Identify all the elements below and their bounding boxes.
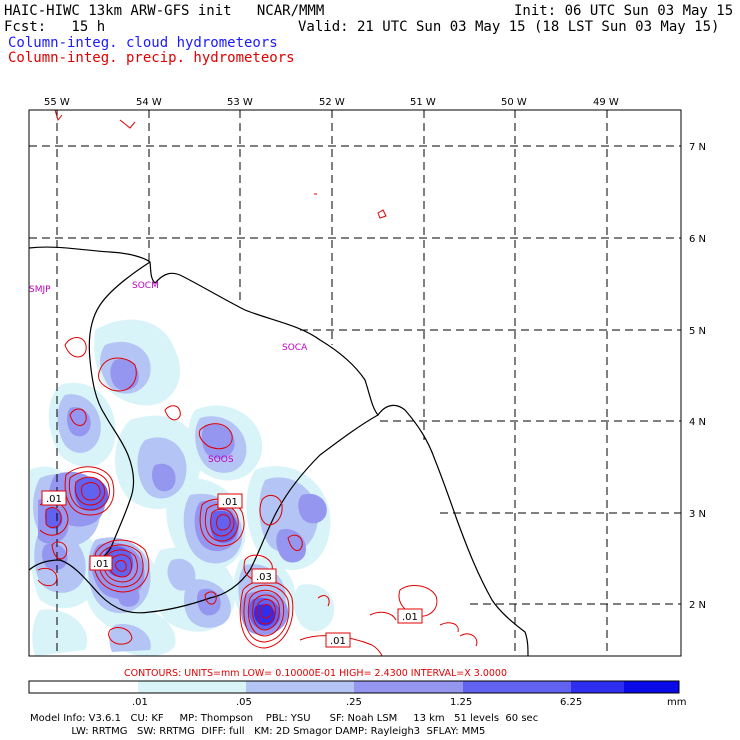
lon-label-50w: 50 W bbox=[501, 97, 527, 108]
colorbar-unit: mm bbox=[667, 697, 686, 708]
lat-label-4n: 4 N bbox=[689, 417, 706, 428]
station-label-socm: SOCM bbox=[132, 281, 159, 291]
colorbar: .01 .05 .25 1.25 6.25 mm bbox=[28, 680, 686, 708]
contour-value-labels: .01 .01 .01 .03 .01 .01 bbox=[41, 490, 423, 648]
contour-label: .01 bbox=[46, 494, 62, 505]
lon-label-55w: 55 W bbox=[44, 97, 70, 108]
contour-label: .01 bbox=[330, 636, 346, 647]
colorbar-tick: 1.25 bbox=[450, 697, 472, 708]
contour-label: .01 bbox=[93, 559, 109, 570]
map-frame bbox=[28, 109, 682, 657]
colorbar-tick: .25 bbox=[346, 697, 362, 708]
lat-label-7n: 7 N bbox=[689, 142, 706, 153]
init-time: Init: 06 UTC Sun 03 May 15 bbox=[514, 3, 734, 19]
lat-label-3n: 3 N bbox=[689, 509, 706, 520]
legend-cloud-hydrometeors: Column-integ. cloud hydrometeors bbox=[8, 35, 278, 51]
lon-label-53w: 53 W bbox=[227, 97, 253, 108]
contour-label: .01 bbox=[402, 612, 418, 623]
legend-precip-hydrometeors: Column-integ. precip. hydrometeors bbox=[8, 50, 295, 66]
model-title: HAIC-HIWC 13km ARW-GFS init NCAR/MMM bbox=[4, 3, 325, 19]
lat-label-5n: 5 N bbox=[689, 326, 706, 337]
lon-label-52w: 52 W bbox=[319, 97, 345, 108]
model-info-line1: Model Info: V3.6.1 CU: KF MP: Thompson P… bbox=[30, 713, 538, 724]
colorbar-tick: .01 bbox=[132, 697, 148, 708]
contour-label: .01 bbox=[222, 497, 238, 508]
station-label-smjp: SMJP bbox=[29, 285, 51, 295]
lon-label-54w: 54 W bbox=[136, 97, 162, 108]
station-label-soos: SOOS bbox=[208, 455, 234, 465]
lat-label-2n: 2 N bbox=[689, 600, 706, 611]
lat-lon-grid bbox=[29, 110, 681, 656]
model-info-line2: LW: RRTMG SW: RRTMG DIFF: full KM: 2D Sm… bbox=[30, 726, 485, 737]
lon-label-49w: 49 W bbox=[593, 97, 619, 108]
colorbar-tick: 6.25 bbox=[560, 697, 582, 708]
lon-label-51w: 51 W bbox=[410, 97, 436, 108]
contour-info: CONTOURS: UNITS=mm LOW= 0.10000E-01 HIGH… bbox=[124, 668, 507, 679]
cloud-shading bbox=[30, 319, 335, 656]
contour-label: .03 bbox=[256, 572, 272, 583]
valid-time: Valid: 21 UTC Sun 03 May 15 (18 LST Sun … bbox=[298, 19, 720, 35]
forecast-hour: Fcst: 15 h bbox=[4, 19, 106, 35]
station-label-soca: SOCA bbox=[282, 343, 308, 353]
colorbar-tick: .05 bbox=[236, 697, 252, 708]
lat-label-6n: 6 N bbox=[689, 234, 706, 245]
